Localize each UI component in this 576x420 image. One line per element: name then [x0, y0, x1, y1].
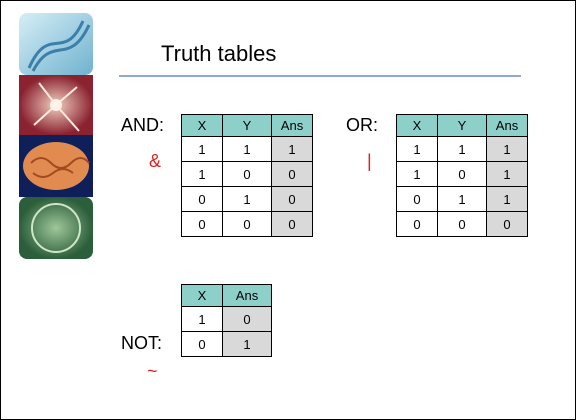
header-cell: Ans	[486, 114, 528, 137]
table-cell: 1	[271, 136, 313, 162]
table-cell: 1	[486, 136, 528, 162]
header-row: X Y Ans	[181, 114, 313, 137]
table-cell: 0	[222, 161, 272, 187]
operator-symbol: &	[149, 151, 162, 171]
operator-symbol: ~	[147, 361, 158, 381]
table-cell: 0	[222, 211, 272, 237]
header-cell: Y	[437, 114, 487, 137]
header-cell: X	[396, 114, 438, 137]
table-label: NOT:	[121, 333, 163, 353]
header-cell: X	[181, 114, 223, 137]
header-cell: Y	[222, 114, 272, 137]
side-images	[19, 13, 93, 259]
table-cell: 1	[181, 161, 223, 187]
table-cell: 1	[486, 186, 528, 212]
table-cell: 0	[271, 211, 313, 237]
header-row: X Ans	[181, 284, 272, 307]
table-cell: 1	[181, 306, 223, 332]
header-cell: Ans	[271, 114, 313, 137]
slide-title: Truth tables	[161, 41, 277, 66]
table-cell: 0	[437, 161, 487, 187]
header-cell: X	[181, 284, 223, 307]
truth-table: X Y Ans 1 1 1 1 0 0 0 1 0 0 0 0	[181, 114, 313, 237]
table-cell: 1	[222, 136, 272, 162]
table-cell: 0	[396, 186, 438, 212]
table-cell: 1	[222, 331, 272, 357]
table-cell: 0	[181, 211, 223, 237]
table-cell: 0	[271, 186, 313, 212]
table-cell: 0	[222, 306, 272, 332]
table-cell: 0	[181, 331, 223, 357]
table-cell: 1	[437, 136, 487, 162]
header-cell: Ans	[222, 284, 272, 307]
table-label: OR:	[346, 115, 379, 135]
table-cell: 1	[222, 186, 272, 212]
table-cell: 1	[486, 161, 528, 187]
table-cell: 0	[181, 186, 223, 212]
header-row: X Y Ans	[396, 114, 528, 137]
table-cell: 1	[396, 136, 438, 162]
table-cell: 1	[181, 136, 223, 162]
table-cell: 0	[396, 211, 438, 237]
table-cell: 1	[396, 161, 438, 187]
table-cell: 1	[437, 186, 487, 212]
table-label: AND:	[121, 115, 165, 135]
operator-symbol: |	[367, 151, 372, 171]
table-cell: 0	[271, 161, 313, 187]
table-cell: 0	[486, 211, 528, 237]
truth-table: X Y Ans 1 1 1 1 0 1 0 1 1 0 0 0	[396, 114, 528, 237]
title-rule	[119, 75, 521, 77]
truth-table: X Ans 1 0 0 1	[181, 284, 272, 357]
table-cell: 0	[437, 211, 487, 237]
